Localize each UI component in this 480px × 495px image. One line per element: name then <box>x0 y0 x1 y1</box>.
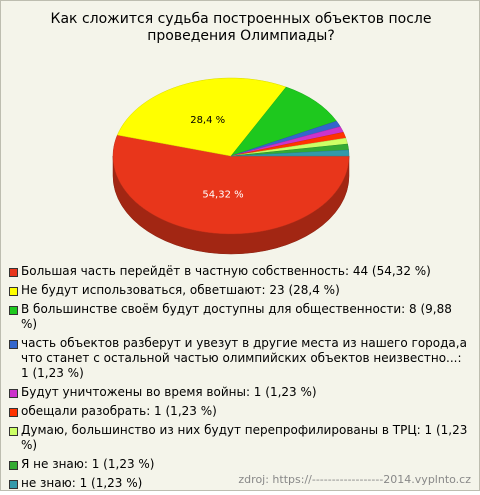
legend-item: Большая часть перейдёт в частную собстве… <box>9 264 469 279</box>
legend-swatch <box>9 480 18 489</box>
legend-swatch <box>9 268 18 277</box>
legend-label: обещали разобрать: 1 (1,23 %) <box>21 404 217 418</box>
legend-label: Большая часть перейдёт в частную собстве… <box>21 264 431 278</box>
legend-item: не знаю: 1 (1,23 %) <box>9 476 469 491</box>
legend-item: Думаю, большинство из них будут перепроф… <box>9 423 469 453</box>
legend-item: обещали разобрать: 1 (1,23 %) <box>9 404 469 419</box>
source-note: zdroj: https://------------------2014.vy… <box>238 473 471 486</box>
legend-swatch <box>9 287 18 296</box>
legend-label: В большинстве своём будут доступны для о… <box>21 302 452 331</box>
legend-label: не знаю: 1 (1,23 %) <box>21 476 143 490</box>
chart-title: Как сложится судьба построенных объектов… <box>50 11 432 44</box>
legend-label: Думаю, большинство из них будут перепроф… <box>21 423 468 452</box>
data-label: 54,32 % <box>202 190 243 201</box>
legend-label: Я не знаю: 1 (1,23 %) <box>21 457 155 471</box>
slice <box>230 86 337 157</box>
legend-swatch <box>9 389 18 398</box>
legend-label: часть объектов разберут и увезут в други… <box>21 336 467 380</box>
legend-swatch <box>9 461 18 470</box>
legend-item: часть объектов разберут и увезут в други… <box>9 336 469 381</box>
legend-swatch <box>9 408 18 417</box>
legend-label: Не будут использоваться, обветшают: 23 (… <box>21 283 340 297</box>
legend: Большая часть перейдёт в частную собстве… <box>9 264 469 495</box>
pie-area: 54,32 % 28,4 % <box>112 77 350 255</box>
slice <box>230 149 350 157</box>
legend-item: Не будут использоваться, обветшают: 23 (… <box>9 283 469 298</box>
slice <box>112 134 350 235</box>
slice <box>116 77 287 157</box>
legend-label: Будут уничтожены во время войны: 1 (1,23… <box>21 385 317 399</box>
legend-item: Будут уничтожены во время войны: 1 (1,23… <box>9 385 469 400</box>
legend-swatch <box>9 340 18 349</box>
legend-item: Я не знаю: 1 (1,23 %) <box>9 457 469 472</box>
legend-swatch <box>9 427 18 436</box>
legend-swatch <box>9 306 18 315</box>
data-label: 28,4 % <box>190 115 225 126</box>
legend-item: В большинстве своём будут доступны для о… <box>9 302 469 332</box>
